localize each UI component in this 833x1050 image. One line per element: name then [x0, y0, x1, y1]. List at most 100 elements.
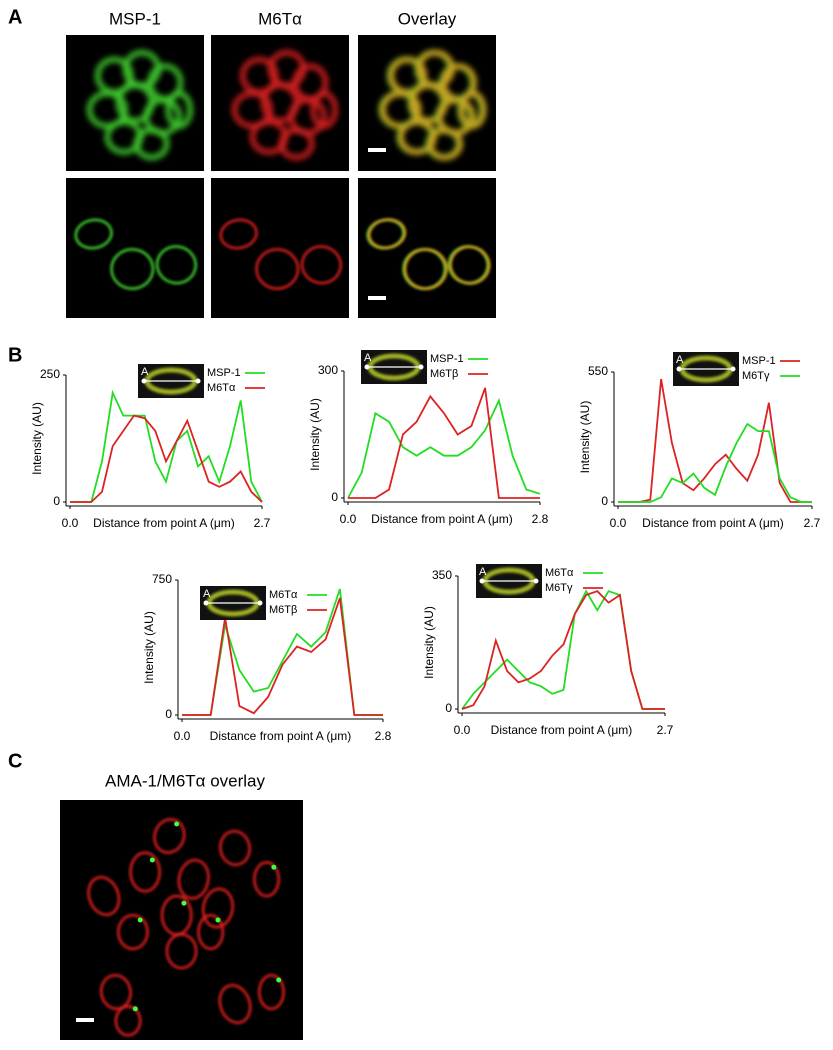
cell: [218, 829, 252, 867]
x-tick-label: 2.7: [657, 723, 674, 737]
cell: [152, 817, 186, 855]
cells: [378, 49, 487, 161]
green-dot: [215, 917, 221, 923]
inset-point-label: A: [676, 354, 684, 366]
x-tick-label: 2.8: [532, 512, 549, 526]
cell: [133, 127, 170, 161]
y-tick-label: 0: [331, 490, 338, 504]
inset-point: [479, 578, 485, 584]
cell: [155, 245, 198, 285]
cell: [116, 913, 149, 951]
x-tick-label: 0.0: [62, 516, 79, 530]
cell: [87, 875, 121, 917]
green-dot: [276, 977, 282, 983]
cell: [177, 858, 210, 900]
inset-point: [364, 364, 370, 370]
chart: 0 300 0.0 2.8 Intensity (AU) Distance from po…: [308, 350, 549, 526]
cell: [257, 973, 286, 1011]
cell: [231, 90, 274, 130]
y-axis-label: Intensity (AU): [422, 606, 436, 679]
cell: [218, 983, 252, 1025]
chart: 0 750 0.0 2.8 Intensity (AU) Distance from po…: [142, 572, 391, 743]
cell: [128, 851, 162, 893]
green-dot: [181, 900, 187, 906]
cell: [426, 127, 464, 161]
inset-point-label: A: [479, 566, 487, 578]
chart: 0 250 0.0 2.7 Intensity (AU) Distance from po…: [30, 364, 271, 530]
x-tick-label: 0.0: [174, 729, 191, 743]
micrographs: [60, 35, 496, 1040]
cell: [300, 245, 343, 285]
y-tick-label: 0: [445, 701, 452, 715]
y-tick-label: 0: [165, 707, 172, 721]
cell: [252, 860, 281, 898]
y-tick-label: 0: [53, 494, 60, 508]
panel-label: A: [8, 6, 22, 28]
series-line: [182, 597, 383, 716]
cells: [86, 49, 194, 161]
green-dot: [137, 917, 143, 923]
legend-label: M6Tα: [269, 589, 298, 601]
series-line: [70, 389, 263, 503]
y-tick-label: 550: [588, 364, 608, 378]
cell: [367, 218, 407, 250]
charts: 0 250 0.0 2.7 Intensity (AU) Distance from po…: [30, 350, 821, 743]
panel-label: B: [8, 344, 22, 366]
inset-point-label: A: [141, 366, 149, 378]
cell: [201, 887, 235, 929]
legend-label: M6Tβ: [430, 368, 458, 380]
series-line: [618, 378, 812, 503]
y-axis-label: Intensity (AU): [142, 611, 156, 684]
column-title: MSP-1: [109, 9, 161, 28]
cells: [87, 817, 286, 1037]
scale-bar: [368, 296, 386, 300]
cells: [74, 218, 198, 291]
cell: [197, 913, 225, 951]
scale-bar: [76, 1018, 94, 1022]
legend-label: MSP-1: [430, 353, 464, 365]
x-axis-label: Distance from point A (μm): [93, 516, 235, 530]
cell: [278, 127, 315, 161]
inset-point: [141, 378, 147, 384]
x-tick-label: 0.0: [454, 723, 471, 737]
y-tick-label: 750: [152, 572, 172, 586]
y-tick-label: 0: [601, 494, 608, 508]
legend-label: MSP-1: [207, 367, 241, 379]
legend-label: MSP-1: [742, 355, 776, 367]
series-line: [618, 422, 812, 503]
cells: [219, 218, 343, 291]
inset-point-label: A: [203, 588, 211, 600]
x-tick-label: 2.8: [375, 729, 392, 743]
x-axis-label: Distance from point A (μm): [371, 512, 513, 526]
inset-point: [257, 600, 263, 606]
series-line: [348, 387, 540, 499]
y-axis-label: Intensity (AU): [30, 402, 44, 475]
y-tick-label: 300: [318, 363, 338, 377]
cell: [165, 90, 194, 130]
cell: [74, 218, 113, 250]
legend-label: M6Tα: [207, 382, 236, 394]
legend-label: M6Tα: [545, 567, 574, 579]
green-dot: [271, 864, 277, 870]
y-tick-label: 350: [432, 568, 452, 582]
cell: [99, 973, 133, 1011]
green-dot: [174, 821, 180, 827]
legend-label: M6Tγ: [742, 370, 770, 382]
micrograph: [60, 800, 303, 1040]
column-title: M6Tα: [258, 9, 302, 28]
green-dot: [149, 857, 155, 863]
series-line: [461, 589, 665, 710]
series-line: [70, 414, 263, 503]
legend-label: M6Tβ: [269, 604, 297, 616]
cell: [86, 90, 129, 130]
column-title: Overlay: [398, 9, 457, 28]
x-axis-label: Distance from point A (μm): [491, 723, 633, 737]
y-axis-label: Intensity (AU): [308, 398, 322, 471]
inset-point: [418, 364, 424, 370]
inset-point: [676, 366, 682, 372]
cell: [310, 90, 339, 130]
cell: [255, 247, 300, 291]
inset-point-label: A: [364, 352, 372, 364]
x-axis-label: Distance from point A (μm): [642, 516, 784, 530]
